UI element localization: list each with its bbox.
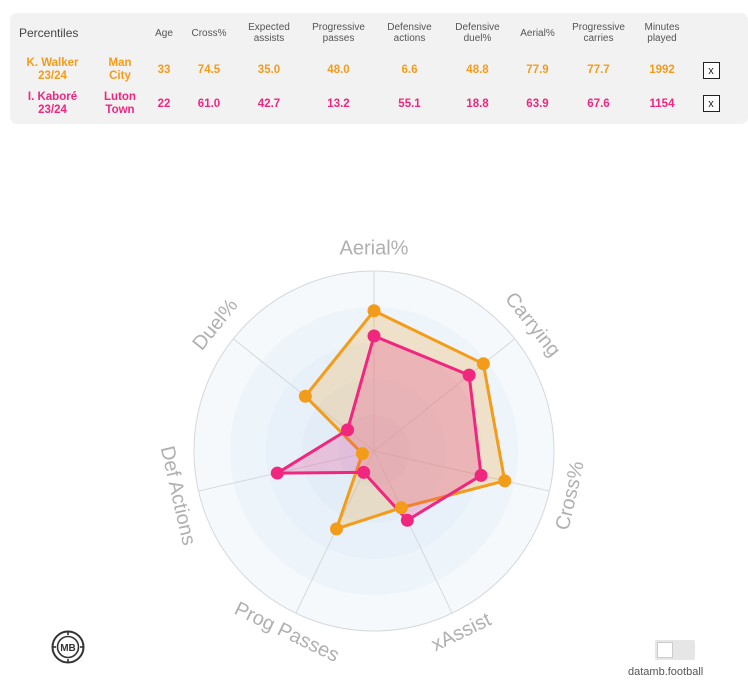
header-defensive-actions: Defensive actions [387,22,432,44]
data-point-series-2 [270,466,284,480]
header-defensive-duel: Defensive duel% [455,22,500,44]
header-minutes-played: Minutes played [644,22,680,44]
cell-aerial: 63.9 [526,97,549,110]
mb-logo: MB [51,630,85,664]
axis-spoke [373,450,550,492]
player-name: I. Kaboré 23/24 [27,90,78,116]
series-area-1 [303,309,507,531]
data-point-series-1 [330,522,344,536]
header-progressive-carries: Progressive carries [572,22,625,44]
header-age: Age [155,27,173,39]
remove-player-button[interactable]: x [702,61,720,79]
table-title: Percentiles [19,25,79,40]
header-progressive-passes: Progressive passes [312,22,365,44]
cell-cross: 61.0 [197,97,221,110]
data-point-series-1 [476,357,490,371]
cell-progressive-carries: 67.6 [587,97,610,110]
team-name: Man City [108,57,132,82]
cell-expected-assists: 42.7 [257,97,281,110]
table-row: I. Kaboré 23/24 Luton Town 22 61.0 42.7 … [10,87,732,120]
cell-minutes-played: 1992 [649,64,675,76]
percentiles-table: Percentiles Age Cross% Expected assists … [10,13,732,120]
player-name: K. Walker 23/24 [26,57,79,82]
toggle-knob [657,642,673,658]
cell-age: 22 [157,97,171,110]
table-header-row: Percentiles Age Cross% Expected assists … [10,13,732,53]
cell-expected-assists: 35.0 [257,64,281,76]
cell-cross: 74.5 [197,64,221,76]
data-point-series-2 [341,423,355,437]
cell-minutes-played: 1154 [649,97,675,110]
axis-label: Def Actions [156,444,200,548]
team-name: Luton Town [104,90,136,116]
remove-player-button[interactable]: x [702,95,720,112]
cell-progressive-carries: 77.7 [587,64,610,76]
series-area-2 [275,334,483,522]
data-point-series-2 [400,513,414,527]
table-row: K. Walker 23/24 Man City 33 74.5 35.0 48… [10,53,732,87]
logo-text: MB [60,643,76,654]
brand-label: datamb.football [628,666,704,678]
data-point-series-2 [474,468,488,482]
percentiles-table-card: Percentiles Age Cross% Expected assists … [10,13,748,124]
header-cross: Cross% [191,27,227,39]
axis-label: Aerial% [340,237,409,259]
data-point-series-1 [498,474,512,488]
cell-defensive-duel: 48.8 [466,64,489,76]
axis-spoke [373,450,453,614]
data-point-series-1 [394,501,408,515]
cell-progressive-passes: 48.0 [327,64,350,76]
axis-spoke [198,450,375,492]
cell-age: 33 [157,64,171,76]
cell-defensive-actions: 55.1 [398,97,421,110]
data-point-series-1 [298,389,312,403]
data-point-series-2 [357,465,371,479]
data-point-series-1 [367,304,381,318]
data-point-series-2 [462,368,476,382]
cell-defensive-duel: 18.8 [466,97,489,110]
cell-progressive-passes: 13.2 [327,97,350,110]
header-aerial: Aerial% [520,27,555,39]
cell-aerial: 77.9 [526,64,549,76]
data-point-series-1 [355,447,369,461]
header-expected-assists: Expected assists [248,22,290,44]
axis-spoke [373,338,516,452]
data-point-series-2 [367,329,381,343]
theme-toggle[interactable] [655,640,695,660]
cell-defensive-actions: 6.6 [401,64,418,76]
axis-label: Cross% [552,459,589,532]
